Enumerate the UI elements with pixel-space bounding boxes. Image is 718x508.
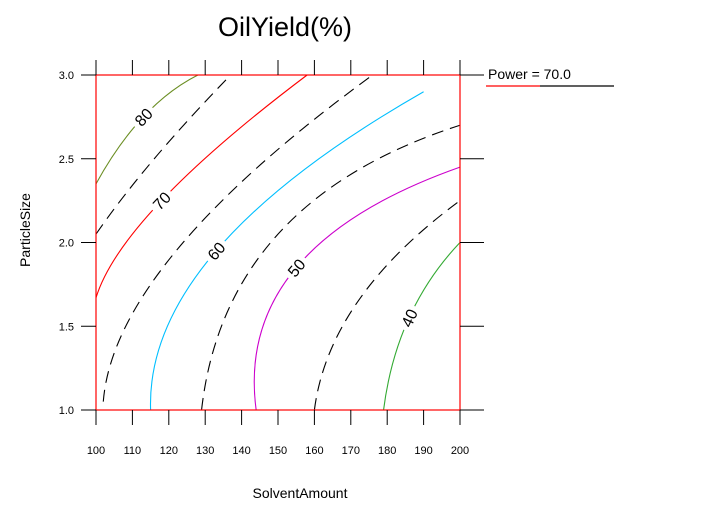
axis-ticks [81, 60, 484, 425]
contour-label-bg-60 [200, 234, 233, 268]
x-tick-label-140: 140 [232, 445, 250, 457]
plot-frame [95, 74, 461, 411]
y-tick-label-2.0: 2.0 [59, 238, 74, 250]
contour-label-bg-40 [394, 301, 424, 334]
contour-line-50 [253, 166, 461, 411]
contour-line-65 [102, 74, 373, 402]
x-tick-label-170: 170 [342, 445, 360, 457]
axis-tick-labels: 100 110 120 130 140 150 160 170 180 190 200 1.0 1.5 2… [59, 70, 469, 457]
x-tick-label-130: 130 [196, 445, 214, 457]
x-tick-label-150: 150 [269, 445, 287, 457]
x-tick-label-100: 100 [87, 445, 105, 457]
x-tick-label-120: 120 [160, 445, 178, 457]
x-axis-label: SolventAmount [253, 485, 348, 501]
contour-label-bg-50 [280, 251, 313, 285]
y-tick-label-1.0: 1.0 [59, 405, 74, 417]
contour-label-40: 40 [399, 307, 422, 330]
x-tick-label-180: 180 [378, 445, 396, 457]
contour-label-bg-80 [127, 100, 160, 134]
y-tick-label-1.5: 1.5 [59, 321, 74, 333]
y-tick-label-2.5: 2.5 [59, 154, 74, 166]
contour-line-55 [201, 124, 461, 411]
legend-hold-value: Power = 70.0 [488, 66, 571, 82]
contour-line-45 [313, 200, 461, 411]
x-tick-label-200: 200 [451, 445, 469, 457]
contour-line-40 [383, 242, 461, 411]
contour-lines [95, 74, 461, 411]
contour-label-bg-70 [145, 184, 178, 217]
y-axis-label: ParticleSize [17, 193, 33, 267]
legend: Power = 70.0 [486, 66, 614, 87]
y-tick-label-3.0: 3.0 [59, 70, 74, 82]
contour-line-60 [150, 91, 424, 411]
x-tick-label-110: 110 [124, 445, 142, 457]
contour-line-75 [95, 74, 232, 235]
chart-title: OilYield(%) [218, 12, 352, 42]
x-tick-label-190: 190 [414, 445, 432, 457]
x-tick-label-160: 160 [305, 445, 323, 457]
contour-line-70 [95, 74, 308, 298]
